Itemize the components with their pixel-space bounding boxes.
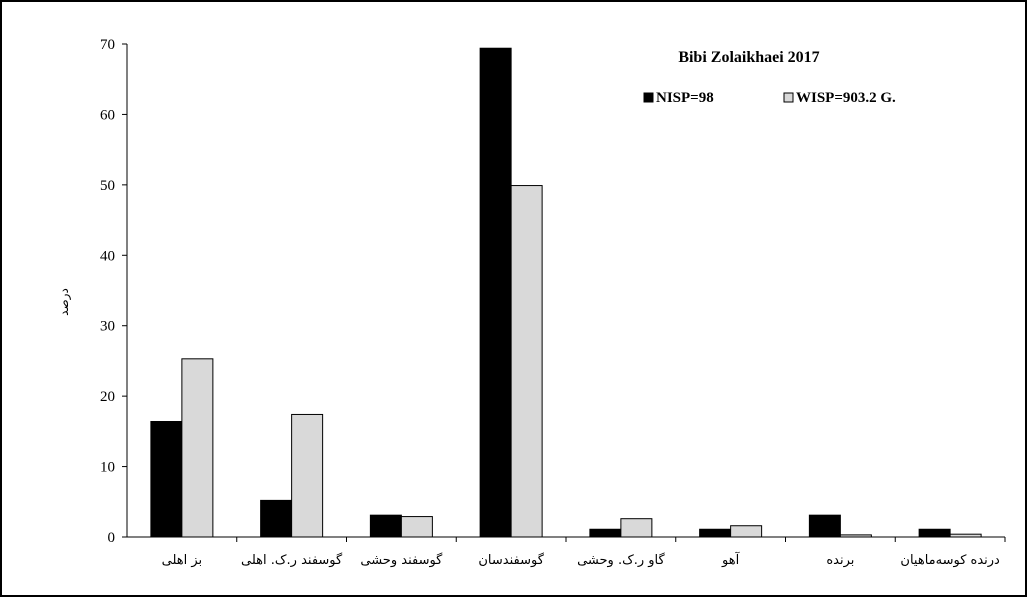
bar bbox=[589, 528, 622, 538]
bar bbox=[479, 47, 512, 538]
x-category-label: گوسفندسان bbox=[478, 552, 544, 568]
x-category-label: گاو ر.ک. وحشی bbox=[577, 552, 665, 568]
bar bbox=[839, 534, 872, 538]
bar bbox=[620, 518, 653, 538]
x-category-label: گوسفند ر.ک. اهلی bbox=[241, 552, 343, 568]
bars bbox=[150, 47, 982, 538]
legend-label: WISP=903.2 G. bbox=[796, 90, 896, 106]
x-category-label: آهو bbox=[721, 551, 741, 568]
bar bbox=[150, 420, 183, 538]
bar bbox=[291, 413, 324, 538]
y-axis-label: درصد bbox=[57, 288, 72, 316]
bar bbox=[181, 358, 214, 538]
bar bbox=[260, 499, 293, 538]
bar bbox=[918, 528, 951, 538]
bar bbox=[400, 516, 433, 538]
y-tick-label: 30 bbox=[100, 319, 115, 335]
x-category-label: درنده کوسه‌ماهیان bbox=[900, 553, 1000, 568]
y-tick-label: 60 bbox=[100, 107, 115, 123]
labels: 0 10 20 30 40 50 60 70 بز اهلی گوسفند ر.ک. اهلی گو… bbox=[100, 37, 1000, 568]
y-tick-label: 10 bbox=[100, 460, 115, 476]
legend-swatch bbox=[783, 92, 794, 103]
bar bbox=[510, 185, 543, 538]
x-category-label: بز اهلی bbox=[162, 553, 203, 568]
legend-swatch bbox=[643, 92, 654, 103]
axes bbox=[122, 43, 1006, 542]
y-tick-label: 50 bbox=[100, 178, 115, 194]
y-tick-label: 70 bbox=[100, 37, 115, 53]
bar bbox=[369, 514, 402, 538]
bar bbox=[949, 533, 982, 538]
chart-title: Bibi Zolaikhaei 2017 bbox=[678, 49, 819, 66]
y-tick-label: 40 bbox=[100, 248, 115, 264]
legend: NISP=98 WISP=903.2 G. bbox=[643, 90, 896, 106]
y-tick-label: 0 bbox=[108, 530, 116, 546]
x-category-label: گوسفند وحشی bbox=[360, 552, 443, 568]
x-category-label: برنده bbox=[826, 553, 854, 568]
bar bbox=[808, 514, 841, 538]
y-tick-label: 20 bbox=[100, 389, 115, 405]
legend-label: NISP=98 bbox=[656, 90, 714, 106]
bar bbox=[699, 528, 732, 538]
bar bbox=[730, 525, 763, 538]
